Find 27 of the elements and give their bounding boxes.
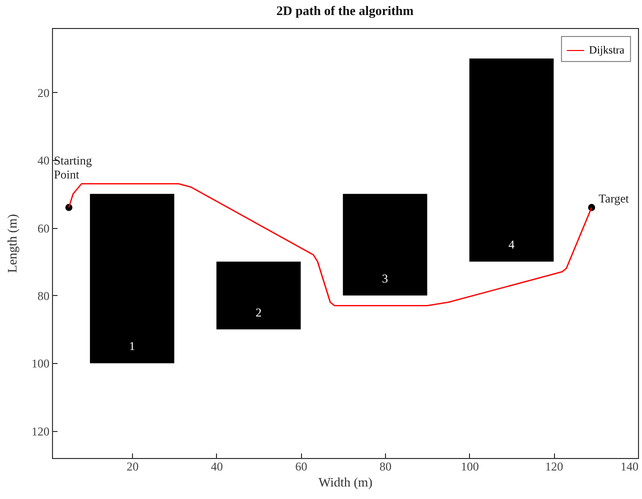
y-tick-label: 100 <box>32 356 50 371</box>
y-tick-label: 80 <box>38 288 50 303</box>
annotation: 4 <box>508 238 515 252</box>
x-tick-label: 140 <box>620 460 638 474</box>
annotation: 2 <box>256 305 262 320</box>
x-axis-title: Width (m) <box>318 474 372 490</box>
bar <box>469 58 554 262</box>
x-tick-label: 40 <box>210 460 223 474</box>
y-tick-label: 60 <box>38 221 50 236</box>
x-tick-label: 100 <box>460 460 479 474</box>
bar <box>90 194 174 364</box>
x-tick-label: 60 <box>295 460 308 474</box>
bar <box>216 262 301 330</box>
y-tick-label: 120 <box>32 424 50 438</box>
chart-title: 2D path of the algorithm <box>276 3 414 18</box>
x-tick-label: 120 <box>545 460 564 474</box>
y-axis-title: Length (m) <box>4 214 20 273</box>
legend-label: Dijkstra <box>589 44 625 56</box>
annotation: Starting Point <box>54 153 92 182</box>
x-tick-label: 20 <box>126 460 139 474</box>
y-tick-label: 20 <box>38 86 50 100</box>
annotation: Target <box>598 191 630 206</box>
annotation: 3 <box>382 271 388 286</box>
x-tick-label: 80 <box>380 460 392 474</box>
annotation: 1 <box>129 339 136 354</box>
bar <box>342 194 428 296</box>
y-tick-label: 40 <box>38 154 50 168</box>
